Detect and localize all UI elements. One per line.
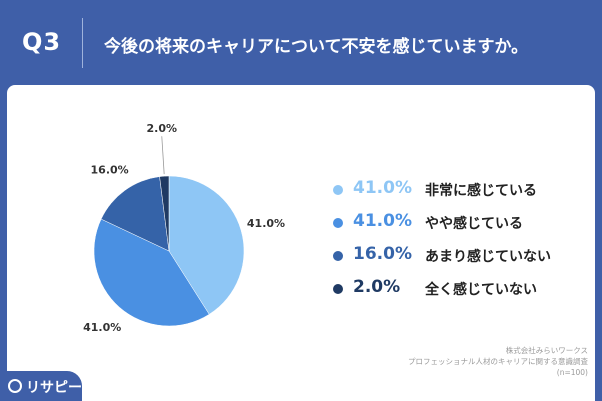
data-label: 16.0% bbox=[91, 163, 129, 176]
location-pin-icon bbox=[8, 379, 22, 393]
legend-percent: 41.0% bbox=[353, 211, 412, 231]
legend-item: 41.0% やや感じている bbox=[325, 211, 585, 244]
legend-swatch bbox=[333, 284, 343, 294]
legend-item: 16.0% あまり感じていない bbox=[325, 244, 585, 277]
legend-label: あまり感じていない bbox=[425, 249, 551, 265]
legend-percent: 41.0% bbox=[353, 178, 412, 198]
legend-item: 41.0% 非常に感じている bbox=[325, 178, 585, 211]
brand-logo: リサピー bbox=[0, 371, 82, 401]
question-number: Q3 bbox=[22, 28, 62, 56]
legend-label: 全く感じていない bbox=[425, 282, 537, 298]
source-survey: プロフェッショナル人材のキャリアに関する意識調査 bbox=[408, 357, 588, 366]
legend-label: 非常に感じている bbox=[425, 183, 537, 199]
brand-name: リサピー bbox=[26, 380, 82, 396]
data-label: 2.0% bbox=[147, 122, 178, 135]
header: Q3 今後の将来のキャリアについて不安を感じていますか。 bbox=[0, 0, 602, 86]
pie-slice bbox=[159, 175, 170, 252]
source-company: 株式会社みらいワークス bbox=[505, 346, 588, 355]
pie-slice bbox=[168, 175, 245, 315]
data-label: 41.0% bbox=[247, 217, 285, 230]
source-note: 株式会社みらいワークス プロフェッショナル人材のキャリアに関する意識調査 (n=… bbox=[408, 345, 588, 378]
header-divider bbox=[82, 18, 83, 68]
legend-percent: 2.0% bbox=[353, 277, 401, 297]
legend: 41.0% 非常に感じている 41.0% やや感じている 16.0% あまり感じ… bbox=[325, 178, 585, 310]
data-label: 41.0% bbox=[83, 321, 121, 334]
pie-slice bbox=[100, 176, 170, 252]
legend-swatch bbox=[333, 251, 343, 261]
source-sample-size: (n=100) bbox=[556, 368, 588, 377]
legend-item: 2.0% 全く感じていない bbox=[325, 277, 585, 310]
question-title: 今後の将来のキャリアについて不安を感じていますか。 bbox=[104, 37, 529, 57]
legend-swatch bbox=[333, 218, 343, 228]
pie-slice bbox=[93, 218, 210, 327]
legend-percent: 16.0% bbox=[353, 244, 412, 264]
legend-swatch bbox=[333, 185, 343, 195]
leader-line bbox=[161, 136, 165, 175]
legend-label: やや感じている bbox=[425, 216, 523, 232]
